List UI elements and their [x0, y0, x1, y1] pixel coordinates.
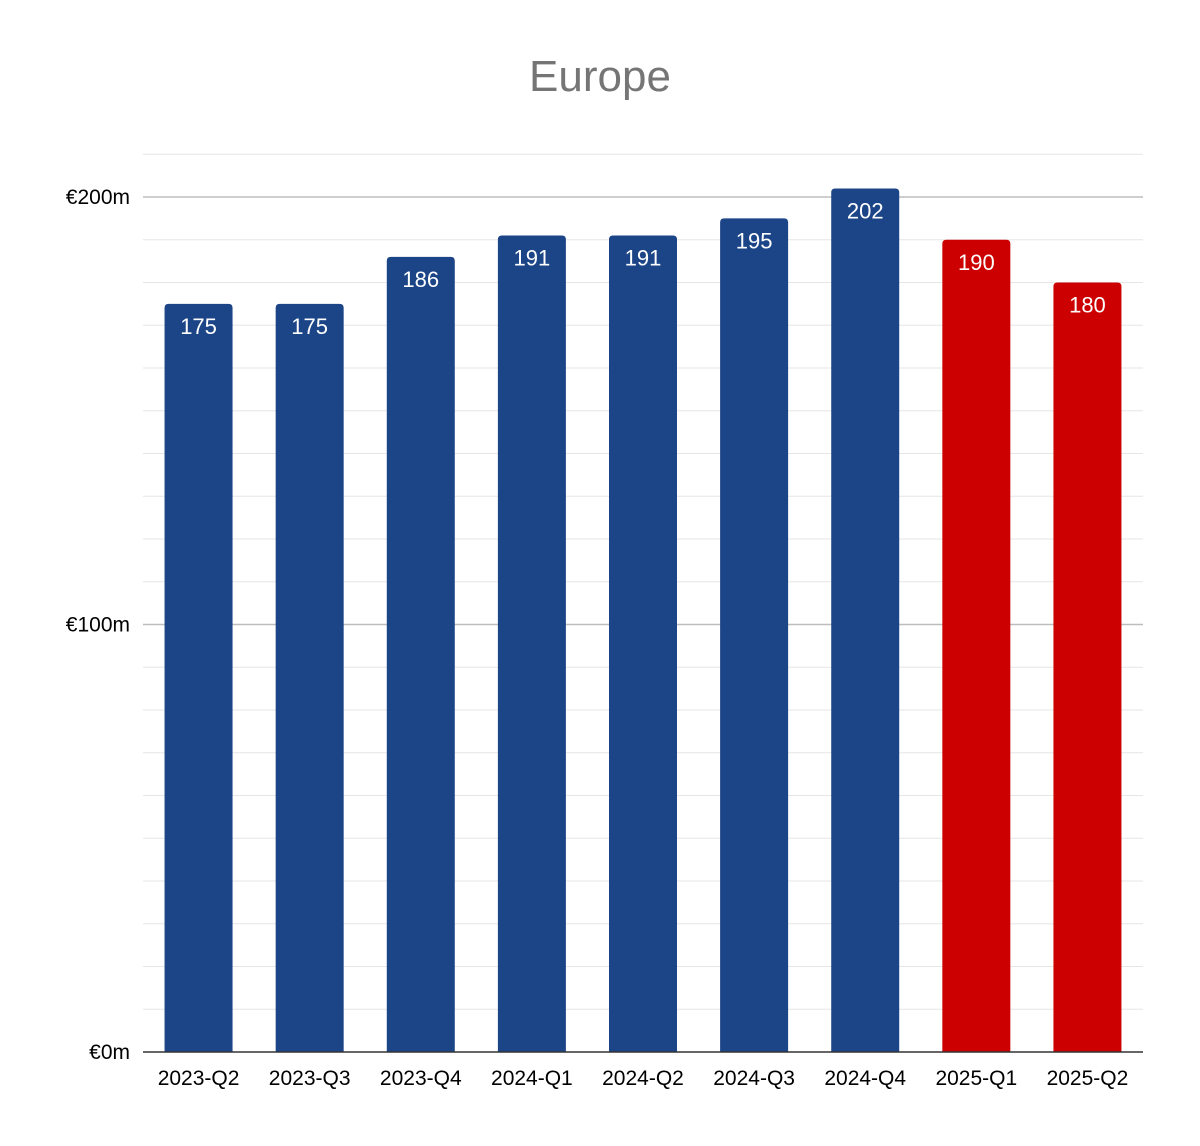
x-tick-label: 2024-Q4	[824, 1067, 906, 1090]
data-label-2023-Q2: 175	[180, 314, 217, 339]
bar-2024-Q2	[609, 235, 677, 1053]
bar-2023-Q2	[164, 303, 233, 1052]
bar-2024-Q3	[720, 218, 789, 1052]
y-tick-label: €200m	[66, 186, 130, 209]
bar-2024-Q4	[831, 188, 900, 1052]
bars: 175 175 186 191 191 195 202 190 180	[164, 188, 1122, 1053]
bar-2023-Q3	[275, 303, 344, 1052]
data-label-2024-Q4: 202	[847, 198, 884, 223]
x-tick-label: 2025-Q2	[1047, 1067, 1129, 1090]
data-label-2024-Q2: 191	[625, 245, 662, 270]
y-tick-label: €100m	[66, 614, 130, 637]
bar-2023-Q4	[386, 256, 455, 1053]
x-tick-label: 2024-Q1	[491, 1067, 573, 1090]
data-label-2024-Q1: 191	[514, 245, 551, 270]
bar-2024-Q1	[497, 235, 566, 1053]
chart-title: Europe	[529, 52, 671, 101]
x-tick-label: 2023-Q2	[158, 1067, 240, 1090]
data-label-2025-Q1: 190	[958, 250, 995, 275]
data-label-2023-Q4: 186	[402, 267, 439, 292]
data-label-2024-Q3: 195	[736, 228, 773, 253]
x-tick-label: 2023-Q4	[380, 1067, 462, 1090]
x-tick-label: 2024-Q2	[602, 1067, 684, 1090]
x-tick-label: 2024-Q3	[713, 1067, 795, 1090]
data-label-2025-Q2: 180	[1069, 293, 1106, 318]
bar-2025-Q1	[942, 239, 1011, 1052]
x-tick-label: 2023-Q3	[269, 1067, 351, 1090]
y-tick-label: €0m	[89, 1041, 130, 1064]
data-label-2023-Q3: 175	[291, 314, 328, 339]
axes: 2023-Q2 2023-Q3 2023-Q4 2024-Q1 2024-Q2 2024-…	[66, 186, 1143, 1090]
bar-2025-Q2	[1053, 282, 1122, 1052]
x-tick-label: 2025-Q1	[935, 1067, 1017, 1090]
